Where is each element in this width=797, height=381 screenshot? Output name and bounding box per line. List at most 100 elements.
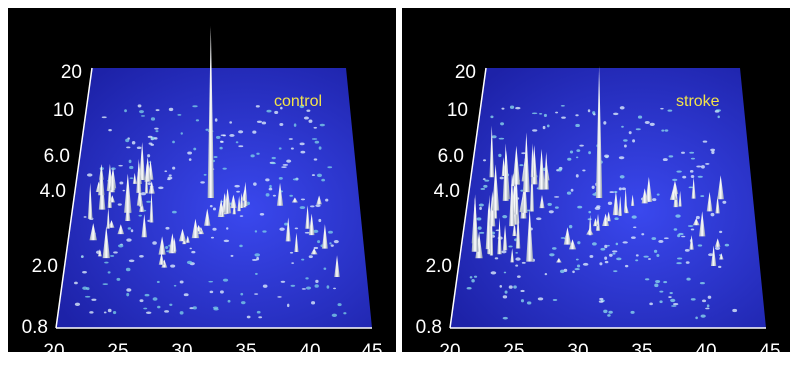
surface-spot <box>306 109 311 112</box>
surface-spot <box>608 310 613 314</box>
surface-spot <box>710 212 715 217</box>
panel-stroke: 20 25 30 35 40 45 0.8 2.0 4.0 6.0 10 20 … <box>416 62 781 362</box>
surface-spot <box>139 254 144 258</box>
surface-peak <box>689 235 694 250</box>
surface-spot <box>548 210 554 214</box>
surface-peak <box>717 175 725 200</box>
surface-spot <box>279 227 285 231</box>
surface-spot <box>473 275 478 278</box>
surface-spot <box>668 296 672 298</box>
surface-spot <box>222 278 229 282</box>
surface-spot <box>265 193 270 197</box>
surface-peak <box>669 188 677 200</box>
stroke-y-tick: 2.0 <box>426 256 452 277</box>
control-y-tick: 2.0 <box>32 256 58 277</box>
surface-spot <box>308 119 313 123</box>
surface-spot <box>652 198 657 202</box>
surface-spot <box>546 124 550 128</box>
surface-spot <box>318 218 322 223</box>
surface-spot <box>118 164 123 167</box>
surface-spot <box>520 189 524 192</box>
surface-spot <box>675 214 681 218</box>
surface-peak <box>563 227 572 245</box>
surface-spot <box>126 292 130 297</box>
surface-peak <box>99 164 104 180</box>
surface-spot <box>331 313 338 317</box>
surface-spot <box>609 191 615 194</box>
surface-spot <box>699 281 705 285</box>
surface-peak <box>305 205 310 229</box>
surface-spot <box>599 262 603 266</box>
surface-peak <box>497 217 502 255</box>
surface-spot <box>168 174 172 177</box>
surface-peak <box>316 195 322 205</box>
surface-spot <box>479 231 485 234</box>
surface-peak <box>109 195 116 203</box>
surface-spot <box>313 158 318 161</box>
surface-spot <box>74 302 81 307</box>
stroke-x-tick: 35 <box>631 341 652 362</box>
stroke-x-tick: 20 <box>439 341 460 362</box>
surface-spot <box>526 301 532 305</box>
surface-spot <box>687 225 694 227</box>
surface-spot <box>180 132 183 135</box>
surface-spot <box>238 145 244 148</box>
surface-spot <box>623 139 628 142</box>
surface-spot <box>154 127 159 130</box>
surface-spot <box>291 262 295 264</box>
surface-spot <box>641 233 645 236</box>
surface-spot <box>690 228 695 231</box>
surface-spot <box>314 140 320 144</box>
surface-spot <box>310 205 315 208</box>
surface-spot <box>117 203 122 206</box>
surface-spot <box>252 130 257 134</box>
surface-spot <box>256 152 260 155</box>
surface-spot <box>269 184 272 189</box>
surface-spot <box>682 175 687 179</box>
surface-spot <box>504 290 508 294</box>
surface-spot <box>169 303 173 306</box>
surface-spot <box>633 226 637 229</box>
surface-spot <box>127 227 132 230</box>
surface-spot <box>621 125 624 128</box>
surface-spot <box>208 280 214 283</box>
surface-spot <box>669 292 673 295</box>
surface-spot <box>313 246 319 250</box>
surface-spot <box>561 116 566 119</box>
stroke-x-tick: 45 <box>759 341 780 362</box>
surface-spot <box>635 254 639 257</box>
surface-spot <box>164 310 170 313</box>
surface-peak <box>239 192 244 209</box>
surface-peak <box>514 178 519 215</box>
surface-spot <box>607 314 611 317</box>
surface-spot <box>214 118 218 122</box>
surface-peak <box>220 205 225 217</box>
surface-spot <box>615 242 619 246</box>
surface-spot <box>177 114 182 116</box>
surface-spot <box>300 198 306 201</box>
surface-spot <box>246 315 251 319</box>
surface-peak <box>719 253 724 260</box>
surface-spot <box>700 165 705 169</box>
surface-peak <box>294 232 299 252</box>
surface-spot <box>715 109 721 112</box>
surface-spot <box>86 287 90 291</box>
surface-spot <box>103 311 107 314</box>
surface-spot <box>326 285 330 289</box>
surface-peak <box>618 195 622 216</box>
surface-spot <box>321 178 326 182</box>
surface-spot <box>89 311 94 314</box>
surface-spot <box>119 181 124 185</box>
surface-spot <box>499 176 504 180</box>
surface-spot <box>155 109 160 112</box>
stroke-y-tick: 4.0 <box>434 181 460 202</box>
surface-spot <box>718 265 722 269</box>
surface-spot <box>531 112 538 115</box>
surface-peak <box>178 228 187 242</box>
stroke-peaks <box>471 66 725 267</box>
surface-spot <box>154 137 158 140</box>
surface-spot <box>164 170 168 173</box>
control-y-tick: 0.8 <box>22 317 48 338</box>
surface-spot <box>266 109 272 113</box>
surface-spot <box>308 255 313 259</box>
